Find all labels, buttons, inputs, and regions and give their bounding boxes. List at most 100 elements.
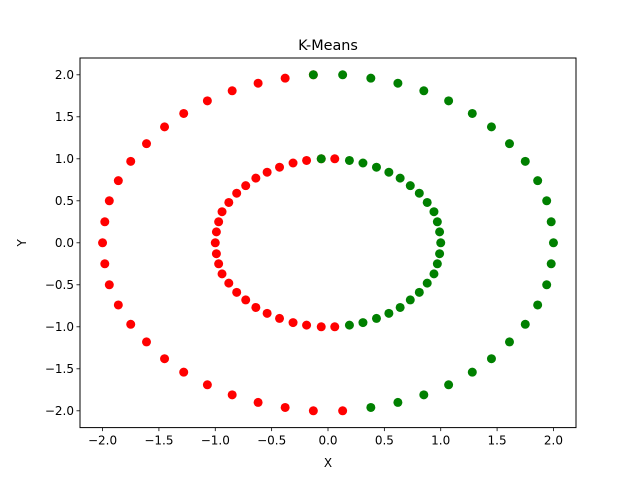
scatter-point [467,367,477,377]
scatter-point [98,238,108,248]
plot-area [98,70,558,416]
scatter-point [217,269,227,279]
scatter-point [253,397,263,407]
scatter-point [422,197,432,207]
y-tick-label: 1.5 [55,110,74,124]
scatter-point [371,313,381,323]
scatter-point [160,354,170,364]
scatter-point [232,287,242,297]
scatter-point [179,108,189,118]
scatter-point [302,155,312,165]
y-tick-label: −1.5 [45,362,74,376]
scatter-point [104,280,114,290]
scatter-point [316,154,326,164]
scatter-point [504,337,514,347]
scatter-point [414,287,424,297]
scatter-point [432,217,442,227]
scatter-point [280,73,290,83]
y-tick-label: −0.5 [45,278,74,292]
scatter-point [126,156,136,166]
x-tick-label: −2.0 [88,434,117,448]
scatter-point [202,96,212,106]
scatter-point [241,181,251,191]
scatter-point [113,300,123,310]
scatter-point [344,155,354,165]
y-tick-label: 0.5 [55,194,74,208]
scatter-point [504,139,514,149]
x-tick-label: 2.0 [544,434,563,448]
scatter-point [358,158,368,168]
scatter-point [366,73,376,83]
x-axis-ticks: −2.0 −1.5 −1.0 −0.5 0.0 0.5 1.0 1.5 2.0 [88,427,563,448]
scatter-point [100,217,110,227]
scatter-point [275,313,285,323]
scatter-point [533,300,543,310]
scatter-point [548,238,558,248]
scatter-point [142,139,152,149]
scatter-point [316,322,326,332]
scatter-point [227,390,237,400]
scatter-point [280,402,290,412]
scatter-point [435,227,445,237]
scatter-point [395,302,405,312]
scatter-point [262,167,272,177]
scatter-point [330,322,340,332]
x-tick-label: 0.0 [318,434,337,448]
scatter-point [160,122,170,132]
scatter-point [113,176,123,186]
scatter-point [486,354,496,364]
scatter-point [211,249,221,259]
scatter-point [393,78,403,88]
scatter-point [224,197,234,207]
scatter-point [288,318,298,328]
scatter-point [104,196,114,206]
x-tick-label: 1.5 [488,434,507,448]
scatter-point [393,397,403,407]
x-axis-label: X [324,456,332,470]
scatter-point [302,320,312,330]
scatter-point [344,320,354,330]
scatter-point [429,207,439,217]
scatter-point [358,318,368,328]
chart-title: K-Means [298,38,358,54]
scatter-point [202,380,212,390]
scatter-point [210,238,220,248]
scatter-point [338,406,348,416]
scatter-point [214,259,224,269]
scatter-point [432,259,442,269]
y-tick-label: 1.0 [55,152,74,166]
scatter-point [366,402,376,412]
scatter-point [251,302,261,312]
scatter-point [241,295,251,305]
x-tick-label: −1.5 [144,434,173,448]
y-axis-ticks: −2.0 −1.5 −1.0 −0.5 0.0 0.5 1.0 1.5 2.0 [45,68,80,418]
scatter-point [414,188,424,198]
y-tick-label: 2.0 [55,68,74,82]
scatter-point [253,78,263,88]
scatter-point [419,390,429,400]
scatter-point [179,367,189,377]
scatter-point [444,96,454,106]
x-tick-label: 1.0 [431,434,450,448]
x-tick-label: −0.5 [257,434,286,448]
scatter-point [520,319,530,329]
scatter-point [338,70,348,80]
scatter-point [262,308,272,318]
scatter-point [211,227,221,237]
scatter-point [444,380,454,390]
scatter-point [422,278,432,288]
scatter-point [330,154,340,164]
scatter-point [100,259,110,269]
scatter-point [419,86,429,96]
y-tick-label: −1.0 [45,320,74,334]
scatter-point [126,319,136,329]
scatter-point [542,196,552,206]
scatter-point [436,238,446,248]
scatter-point [384,167,394,177]
scatter-point [142,337,152,347]
scatter-point [520,156,530,166]
y-tick-label: −2.0 [45,404,74,418]
scatter-point [429,269,439,279]
scatter-point [227,86,237,96]
